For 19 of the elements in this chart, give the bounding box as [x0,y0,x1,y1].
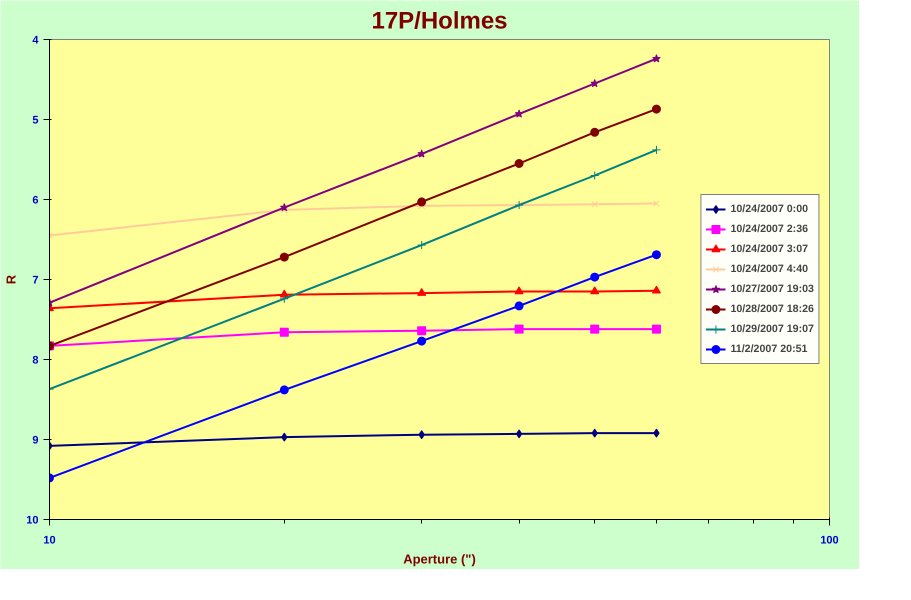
legend-label: 10/29/2007 19:07 [730,323,814,335]
x-axis-title: Aperture (") [403,552,476,566]
y-tick-label: 9 [32,434,39,446]
legend-label: 10/24/2007 4:40 [730,263,808,275]
y-tick-label: 5 [32,114,39,126]
y-axis-title: R [3,274,18,284]
legend-label: 10/24/2007 0:00 [730,203,808,215]
legend-label: 10/24/2007 2:36 [730,223,808,235]
y-tick-label: 6 [32,194,39,206]
legend-label: 10/27/2007 19:03 [730,283,814,295]
x-tick-label: 100 [820,534,839,546]
chart-title: 17P/Holmes [371,8,508,34]
y-tick-label: 10 [26,514,39,526]
y-tick-label: 4 [32,34,40,46]
y-tick-label: 7 [32,274,39,286]
legend-label: 10/28/2007 18:26 [730,303,814,315]
legend-label: 10/24/2007 3:07 [730,243,808,255]
legend-label: 11/2/2007 20:51 [730,343,808,355]
y-tick-label: 8 [32,354,39,366]
